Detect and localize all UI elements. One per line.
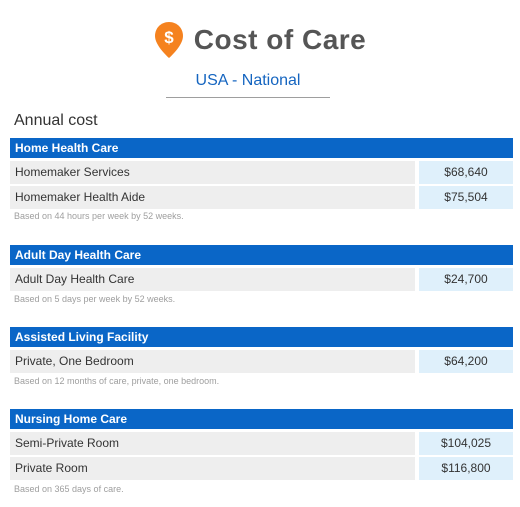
brand-logo: $ Cost of Care <box>0 20 520 60</box>
brand-title: Cost of Care <box>193 24 367 55</box>
row-value: $24,700 <box>419 268 513 291</box>
table-row: Homemaker Services $68,640 <box>10 161 513 184</box>
section-header-assisted-living-facility: Assisted Living Facility <box>10 327 513 347</box>
section-header-nursing-home-care: Nursing Home Care <box>10 409 513 429</box>
svg-text:$: $ <box>164 28 174 47</box>
row-label: Adult Day Health Care <box>10 268 415 291</box>
region-selector[interactable]: USA - National <box>195 72 301 89</box>
section-header-home-health-care: Home Health Care <box>10 138 513 158</box>
section-note: Based on 12 months of care, private, one… <box>14 376 220 386</box>
table-row: Semi-Private Room $104,025 <box>10 432 513 455</box>
section-note: Based on 5 days per week by 52 weeks. <box>14 294 176 304</box>
table-row: Homemaker Health Aide $75,504 <box>10 186 513 209</box>
table-row: Adult Day Health Care $24,700 <box>10 268 513 291</box>
section-header-adult-day-health-care: Adult Day Health Care <box>10 245 513 265</box>
row-value: $68,640 <box>419 161 513 184</box>
dollar-pin-icon: $ <box>154 22 183 58</box>
row-label: Semi-Private Room <box>10 432 415 455</box>
annual-cost-heading: Annual cost <box>14 112 98 129</box>
row-label: Homemaker Services <box>10 161 415 184</box>
table-row: Private Room $116,800 <box>10 457 513 480</box>
region-underline <box>166 97 330 98</box>
row-label: Homemaker Health Aide <box>10 186 415 209</box>
row-value: $75,504 <box>419 186 513 209</box>
row-label: Private, One Bedroom <box>10 350 415 373</box>
row-label: Private Room <box>10 457 415 480</box>
table-row: Private, One Bedroom $64,200 <box>10 350 513 373</box>
section-note: Based on 44 hours per week by 52 weeks. <box>14 211 184 221</box>
row-value: $104,025 <box>419 432 513 455</box>
section-note: Based on 365 days of care. <box>14 484 124 494</box>
row-value: $116,800 <box>419 457 513 480</box>
row-value: $64,200 <box>419 350 513 373</box>
